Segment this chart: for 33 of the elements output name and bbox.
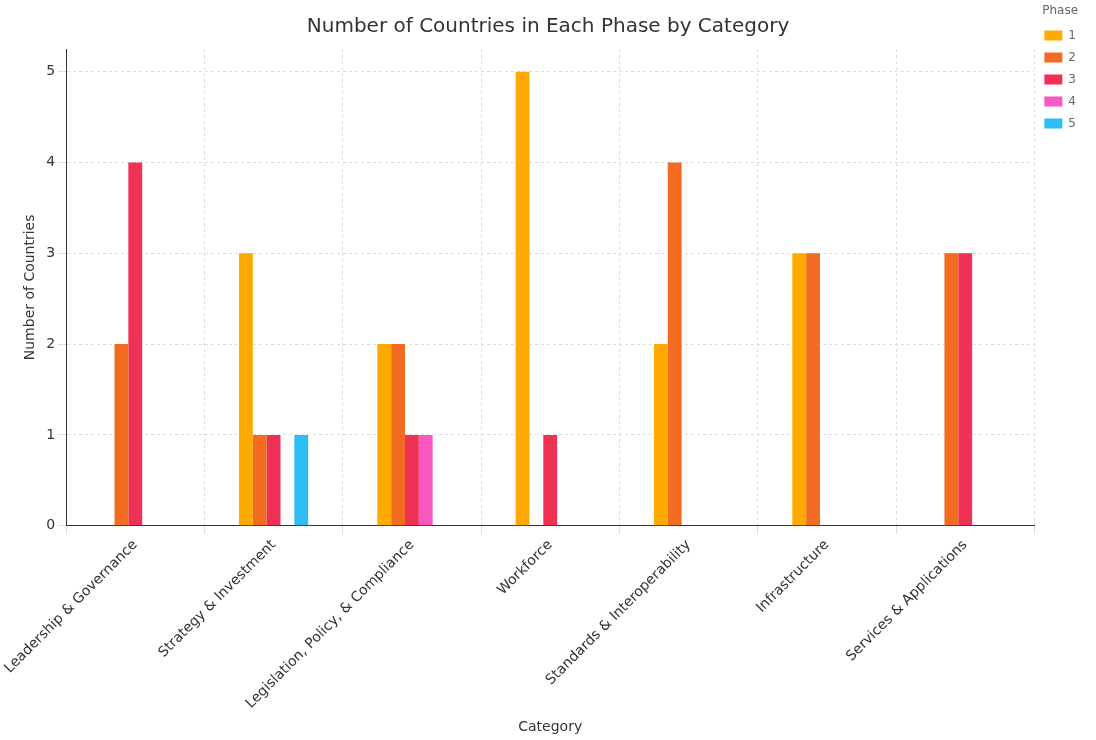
y-tick-label: 0 [46, 516, 56, 533]
bar [944, 253, 959, 526]
legend-label: 1 [1068, 27, 1077, 42]
bar [252, 434, 267, 526]
x-axis-title: Category [518, 718, 583, 735]
legend-label: 3 [1068, 71, 1077, 86]
bar [958, 253, 973, 526]
bar [653, 344, 668, 526]
y-axis-title: Number of Countries [21, 214, 38, 361]
bar [515, 71, 530, 526]
y-tick-label: 4 [46, 153, 56, 170]
y-tick-label: 3 [46, 243, 56, 260]
bar [114, 344, 129, 526]
legend-label: 4 [1068, 93, 1077, 108]
bar [128, 162, 143, 526]
bar [418, 434, 433, 526]
bar [266, 434, 281, 526]
bar [806, 253, 820, 526]
y-tick-label: 5 [46, 62, 56, 79]
bar [405, 434, 419, 526]
bar [294, 434, 309, 526]
legend-label: 5 [1068, 115, 1077, 130]
legend-title: Phase [1042, 3, 1079, 18]
bar [667, 162, 682, 526]
bar [543, 434, 558, 526]
bar [391, 344, 405, 526]
bar [792, 253, 807, 526]
chart-title: Number of Countries in Each Phase by Category [306, 13, 790, 38]
bar [239, 253, 253, 526]
y-tick-label: 1 [46, 425, 56, 442]
legend-label: 2 [1068, 49, 1077, 64]
bar [377, 344, 392, 526]
y-tick-label: 2 [46, 334, 56, 351]
